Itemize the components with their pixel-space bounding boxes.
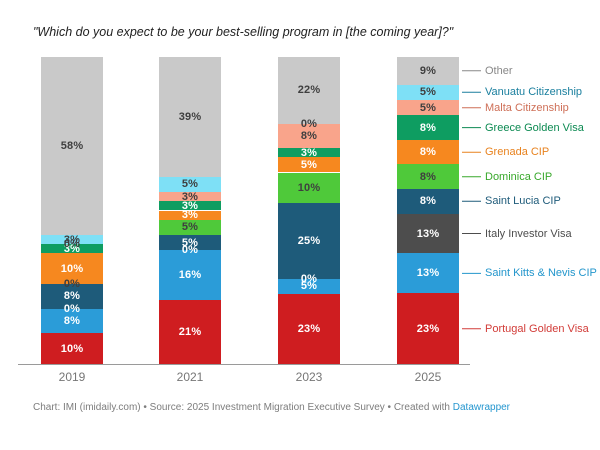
segment-grenada-cip <box>397 139 459 165</box>
bar-2021: 21% 16% 0% 5% 5% 3% 3% 3% 5% 39% <box>159 57 221 364</box>
segment-value-label: 5% <box>181 178 199 191</box>
segment-value-label: 0% <box>300 272 318 285</box>
segment-value-label: 3% <box>181 209 199 222</box>
segment-other <box>159 57 221 177</box>
chart-title: "Which do you expect to be your best-sel… <box>33 25 454 39</box>
segment-saint-lucia-cip <box>397 189 459 214</box>
segment-value-label: 21% <box>178 325 202 338</box>
segment-value-label: 23% <box>297 323 321 336</box>
segment-vanuatu-citizenship <box>41 235 103 245</box>
segment-value-label: 0% <box>63 302 81 315</box>
legend-label-portugal-golden-visa: Portugal Golden Visa <box>485 322 589 335</box>
segment-value-label: 8% <box>419 170 437 183</box>
legend-label-greece-golden-visa: Greece Golden Visa <box>485 121 584 134</box>
segment-value-label: 5% <box>419 86 437 99</box>
segment-value-label: 5% <box>300 280 318 293</box>
segment-value-label: 8% <box>419 146 437 159</box>
segment-value-label: 3% <box>181 199 199 212</box>
bar-2025: 23% 13% 13% 8% 8% 8% 8% 5% 5% 9% <box>397 57 459 364</box>
segment-other <box>41 57 103 236</box>
segment-value-label: 3% <box>181 190 199 203</box>
segment-other <box>397 57 459 85</box>
datawrapper-link[interactable]: Datawrapper <box>452 402 511 413</box>
segment-malta-citizenship <box>397 99 459 116</box>
segment-value-label: 3% <box>63 242 81 255</box>
segment-value-label: 8% <box>63 315 81 328</box>
segment-value-label: 10% <box>60 342 84 355</box>
legend-label-other: Other <box>485 64 513 77</box>
segment-vanuatu-citizenship <box>159 176 221 193</box>
segment-value-label: 0% <box>63 238 81 251</box>
segment-grenada-cip <box>278 157 340 173</box>
segment-italy-investor-visa <box>397 213 459 254</box>
segment-portugal-golden-visa <box>397 293 459 364</box>
legend-label-saint-lucia-cip: Saint Lucia CIP <box>485 195 561 208</box>
segment-value-label: 0% <box>63 278 81 291</box>
segment-value-label: 13% <box>416 227 440 240</box>
segment-grenada-cip <box>159 210 221 220</box>
x-axis-line <box>18 364 470 365</box>
segment-value-label: 10% <box>60 262 84 275</box>
segment-dominica-cip <box>397 164 459 189</box>
x-axis-label: 2021 <box>176 370 204 384</box>
segment-greece-golden-visa <box>159 201 221 211</box>
segment-value-label: 25% <box>297 234 321 247</box>
segment-value-label: 5% <box>300 158 318 171</box>
segment-saint-lucia-cip <box>278 202 340 279</box>
segment-value-label: 0% <box>300 117 318 130</box>
segment-malta-citizenship <box>278 123 340 149</box>
segment-malta-citizenship <box>159 192 221 202</box>
segment-value-label: 10% <box>297 181 321 194</box>
segment-value-label: 8% <box>419 121 437 134</box>
segment-saint-kitts-nevis-cip <box>278 278 340 295</box>
legend-label-italy-investor-visa: Italy Investor Visa <box>485 227 572 240</box>
legend-label-malta-citizenship: Malta Citizenship <box>485 101 569 114</box>
segment-vanuatu-citizenship <box>397 84 459 100</box>
segment-dominica-cip <box>159 219 221 236</box>
segment-greece-golden-visa <box>278 148 340 158</box>
legend-label-saint-kitts-nevis-cip: Saint Kitts & Nevis CIP <box>485 267 597 280</box>
segment-value-label: 13% <box>416 267 440 280</box>
legend-label-dominica-cip: Dominica CIP <box>485 170 553 183</box>
segment-saint-lucia-cip <box>159 235 221 251</box>
footer-text: Chart: IMI (imidaily.com) • Source: 2025… <box>33 402 453 413</box>
segment-value-label: 39% <box>178 110 202 123</box>
segment-value-label: 8% <box>300 130 318 143</box>
segment-value-label: 8% <box>63 290 81 303</box>
segment-saint-kitts-nevis-cip <box>159 250 221 300</box>
legend-label-grenada-cip: Grenada CIP <box>485 146 550 159</box>
x-axis-label: 2023 <box>295 370 323 384</box>
segment-value-label: 5% <box>181 236 199 249</box>
segment-saint-lucia-cip <box>41 284 103 309</box>
segment-dominica-cip <box>278 172 340 203</box>
segment-value-label: 3% <box>300 146 318 159</box>
segment-portugal-golden-visa <box>278 294 340 364</box>
segment-value-label: 9% <box>419 64 437 77</box>
segment-value-label: 0% <box>181 244 199 257</box>
x-axis-label: 2019 <box>58 370 86 384</box>
segment-greece-golden-visa <box>397 115 459 140</box>
segment-value-label: 3% <box>63 233 81 246</box>
segment-other <box>278 57 340 124</box>
attribution-footer: Chart: IMI (imidaily.com) • Source: 2025… <box>33 402 510 413</box>
bar-2023: 23% 5% 0% 25% 10% 5% 3% 8% 0% 22% <box>278 57 340 364</box>
segment-value-label: 8% <box>419 195 437 208</box>
segment-value-label: 23% <box>416 322 440 335</box>
segment-saint-kitts-nevis-cip <box>397 253 459 294</box>
bar-2019: 10% 8% 0% 8% 0% 10% 3% 0% 3% 58% <box>41 57 103 364</box>
segment-value-label: 22% <box>297 84 321 97</box>
segment-greece-golden-visa <box>41 244 103 254</box>
segment-portugal-golden-visa <box>41 333 103 364</box>
segment-value-label: 5% <box>419 101 437 114</box>
segment-saint-kitts-nevis-cip <box>41 308 103 334</box>
legend-label-vanuatu-citizenship: Vanuatu Citizenship <box>485 86 583 99</box>
segment-value-label: 16% <box>178 268 202 281</box>
segment-value-label: 5% <box>181 221 199 234</box>
segment-value-label: 58% <box>60 140 84 153</box>
segment-portugal-golden-visa <box>159 299 221 364</box>
x-axis-label: 2025 <box>414 370 442 384</box>
segment-grenada-cip <box>41 253 103 285</box>
